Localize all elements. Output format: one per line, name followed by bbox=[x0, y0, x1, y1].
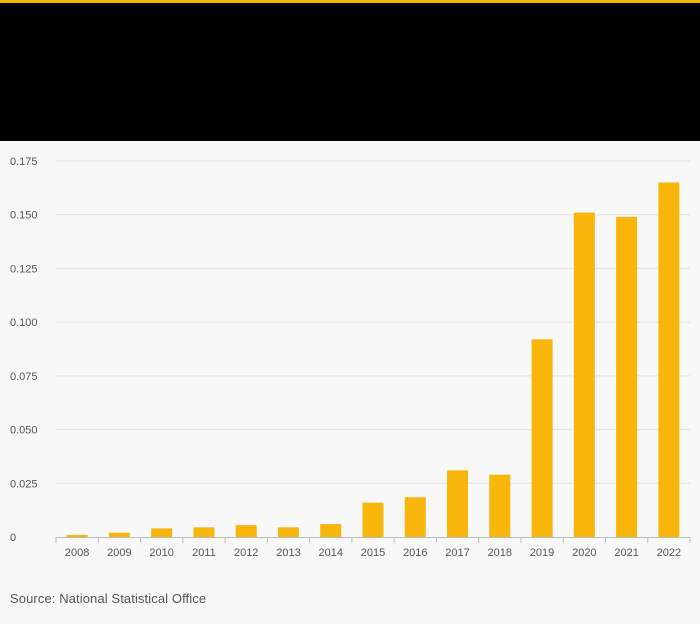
bar-2012[interactable] bbox=[235, 525, 257, 537]
bar-2008[interactable] bbox=[66, 534, 88, 537]
bar-2021[interactable] bbox=[616, 216, 638, 537]
x-tick-label: 2020 bbox=[572, 547, 596, 559]
x-tick-label: 2014 bbox=[318, 547, 342, 559]
x-tick-label: 2015 bbox=[361, 547, 385, 559]
y-tick-label: 0.075 bbox=[10, 371, 38, 383]
bar-2018[interactable] bbox=[489, 474, 511, 537]
y-tick-label: 0.175 bbox=[10, 156, 38, 168]
bar-2009[interactable] bbox=[108, 532, 130, 537]
source-note: Source: National Statistical Office bbox=[10, 591, 207, 606]
top-accent-bar bbox=[0, 0, 700, 3]
bar-2013[interactable] bbox=[277, 527, 299, 537]
x-tick-label: 2021 bbox=[614, 547, 638, 559]
x-tick-label: 2013 bbox=[276, 547, 300, 559]
bar-2015[interactable] bbox=[362, 502, 384, 537]
y-tick-label: 0.025 bbox=[10, 478, 38, 490]
chart-area: 0 0.025 0.050 0.075 0.100 0.125 0.150 0.175 200… bbox=[0, 141, 700, 581]
grid-layer bbox=[56, 160, 690, 484]
y-tick-label: 0.125 bbox=[10, 263, 38, 275]
bar-2019[interactable] bbox=[531, 339, 553, 537]
x-tick-label: 2010 bbox=[149, 547, 173, 559]
bar-2010[interactable] bbox=[151, 528, 173, 537]
bar-2022[interactable] bbox=[658, 182, 680, 537]
x-tick-label: 2008 bbox=[65, 547, 89, 559]
x-tick-label: 2022 bbox=[657, 547, 681, 559]
bar-2017[interactable] bbox=[447, 470, 469, 537]
x-tick-label: 2009 bbox=[107, 547, 131, 559]
x-axis: 2008 2009 2010 2011 2012 2013 2014 2015 2016 2017… bbox=[55, 537, 691, 559]
y-tick-label: 0 bbox=[10, 532, 16, 544]
x-tick-label: 2011 bbox=[192, 547, 216, 559]
bar-2020[interactable] bbox=[573, 212, 595, 537]
y-axis: 0 0.025 0.050 0.075 0.100 0.125 0.150 0.175 bbox=[10, 156, 38, 544]
bars bbox=[66, 182, 680, 537]
x-tick-label: 2017 bbox=[445, 547, 469, 559]
x-tick-label: 2019 bbox=[530, 547, 554, 559]
bar-2011[interactable] bbox=[193, 527, 215, 537]
bar-chart: 0 0.025 0.050 0.075 0.100 0.125 0.150 0.175 200… bbox=[10, 156, 691, 559]
y-tick-label: 0.050 bbox=[10, 425, 38, 437]
x-tick-label: 2016 bbox=[403, 547, 427, 559]
header-banner bbox=[0, 3, 700, 141]
y-tick-label: 0.100 bbox=[10, 317, 38, 329]
bar-2014[interactable] bbox=[320, 524, 342, 537]
bar-2016[interactable] bbox=[404, 497, 426, 537]
x-tick-label: 2018 bbox=[488, 547, 512, 559]
y-tick-label: 0.150 bbox=[10, 210, 38, 222]
x-tick-label: 2012 bbox=[234, 547, 258, 559]
